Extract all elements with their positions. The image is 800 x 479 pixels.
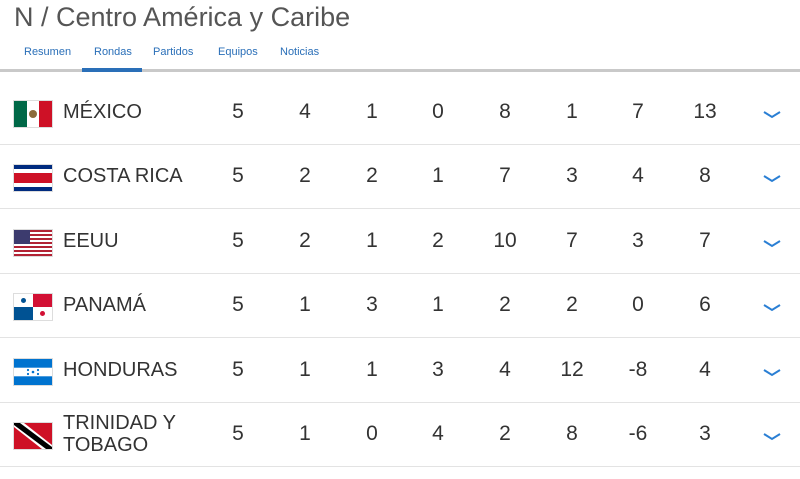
tab-bar: Resumen Rondas Partidos Equipos Noticias bbox=[0, 46, 800, 68]
stat-value: 1 bbox=[366, 357, 378, 381]
stat-value: 0 bbox=[432, 100, 444, 123]
stat-value: 4 bbox=[299, 100, 311, 123]
stat-value: 2 bbox=[566, 293, 578, 317]
stat-value: 0 bbox=[632, 293, 644, 317]
table-row: HONDURAS 5 1 1 3 4 12 -8 4 bbox=[0, 338, 800, 403]
stat-value: 2 bbox=[499, 293, 511, 317]
team-name: PANAMÁ bbox=[63, 294, 146, 317]
stat-value: 12 bbox=[560, 357, 584, 381]
table-row: TRINIDAD Y TOBAGO 5 1 0 4 2 8 -6 3 bbox=[0, 402, 800, 467]
stat-value: 0 bbox=[366, 422, 378, 445]
expand-chevron[interactable] bbox=[762, 107, 782, 125]
stat-value: -8 bbox=[628, 357, 648, 381]
stat-value: 1 bbox=[566, 100, 578, 123]
stat-value: 6 bbox=[699, 293, 711, 317]
flag-icon bbox=[13, 357, 53, 386]
stat-value: 5 bbox=[232, 422, 244, 445]
flag-icon bbox=[13, 100, 53, 128]
stat-value: 1 bbox=[366, 228, 378, 252]
expand-chevron[interactable] bbox=[762, 171, 782, 189]
stat-value: 4 bbox=[632, 164, 644, 188]
stat-value: 8 bbox=[566, 422, 578, 445]
stat-value: 1 bbox=[299, 422, 311, 445]
stat-value: 5 bbox=[232, 164, 244, 188]
stat-value: 1 bbox=[366, 100, 378, 123]
stat-value: 13 bbox=[693, 100, 717, 123]
tab[interactable]: Noticias bbox=[280, 46, 320, 58]
expand-chevron[interactable] bbox=[762, 236, 782, 254]
stat-value: 2 bbox=[299, 228, 311, 252]
tab[interactable]: Resumen bbox=[24, 46, 72, 58]
team-name: COSTA RICA bbox=[63, 165, 183, 188]
stat-value: 2 bbox=[432, 228, 444, 252]
stat-value: 10 bbox=[493, 228, 517, 252]
stat-value: 7 bbox=[699, 228, 711, 252]
stat-value: 7 bbox=[566, 228, 578, 252]
stat-value: 2 bbox=[299, 164, 311, 188]
table-row: COSTA RICA 5 2 2 1 7 3 4 8 bbox=[0, 144, 800, 210]
stat-value: 3 bbox=[699, 422, 711, 445]
stat-value: 1 bbox=[432, 164, 444, 188]
stat-value: 4 bbox=[432, 422, 444, 445]
divider bbox=[0, 69, 800, 72]
table-row: PANAMÁ 5 1 3 1 2 2 0 6 bbox=[0, 273, 800, 339]
expand-chevron[interactable] bbox=[762, 429, 782, 447]
flag-icon bbox=[13, 228, 53, 257]
stat-value: 1 bbox=[299, 293, 311, 317]
team-name: EEUU bbox=[63, 229, 119, 252]
stat-value: 8 bbox=[499, 100, 511, 123]
stat-value: 2 bbox=[366, 164, 378, 188]
stat-value: 5 bbox=[232, 293, 244, 317]
tab[interactable]: Equipos bbox=[218, 46, 258, 58]
flag-icon bbox=[13, 293, 53, 322]
stat-value: 3 bbox=[632, 228, 644, 252]
stat-value: 3 bbox=[432, 357, 444, 381]
stat-value: 7 bbox=[499, 164, 511, 188]
stat-value: 4 bbox=[699, 357, 711, 381]
team-name: HONDURAS bbox=[63, 358, 178, 381]
stat-value: 5 bbox=[232, 100, 244, 123]
stat-value: 5 bbox=[232, 357, 244, 381]
stat-value: 4 bbox=[499, 357, 511, 381]
stat-value: 3 bbox=[366, 293, 378, 317]
tab[interactable]: Rondas bbox=[94, 46, 132, 58]
stat-value: 1 bbox=[299, 357, 311, 381]
team-name: MÉXICO bbox=[63, 101, 142, 123]
page-title: N / Centro América y Caribe bbox=[14, 2, 351, 32]
table-row: MÉXICO 5 4 1 0 8 1 7 13 bbox=[0, 80, 800, 145]
stat-value: 7 bbox=[632, 100, 644, 123]
tab[interactable]: Partidos bbox=[153, 46, 194, 58]
stat-value: 2 bbox=[499, 422, 511, 445]
stat-value: -6 bbox=[628, 422, 648, 445]
stat-value: 5 bbox=[232, 228, 244, 252]
active-tab-indicator bbox=[82, 68, 142, 72]
flag-icon bbox=[13, 164, 53, 193]
flag-icon bbox=[13, 422, 53, 450]
table-row: EEUU 5 2 1 2 10 7 3 7 bbox=[0, 209, 800, 274]
stat-value: 1 bbox=[432, 293, 444, 317]
team-name: TRINIDAD Y TOBAGO bbox=[63, 412, 176, 456]
expand-chevron[interactable] bbox=[762, 300, 782, 318]
expand-chevron[interactable] bbox=[762, 365, 782, 383]
stat-value: 8 bbox=[699, 164, 711, 188]
stat-value: 3 bbox=[566, 164, 578, 188]
